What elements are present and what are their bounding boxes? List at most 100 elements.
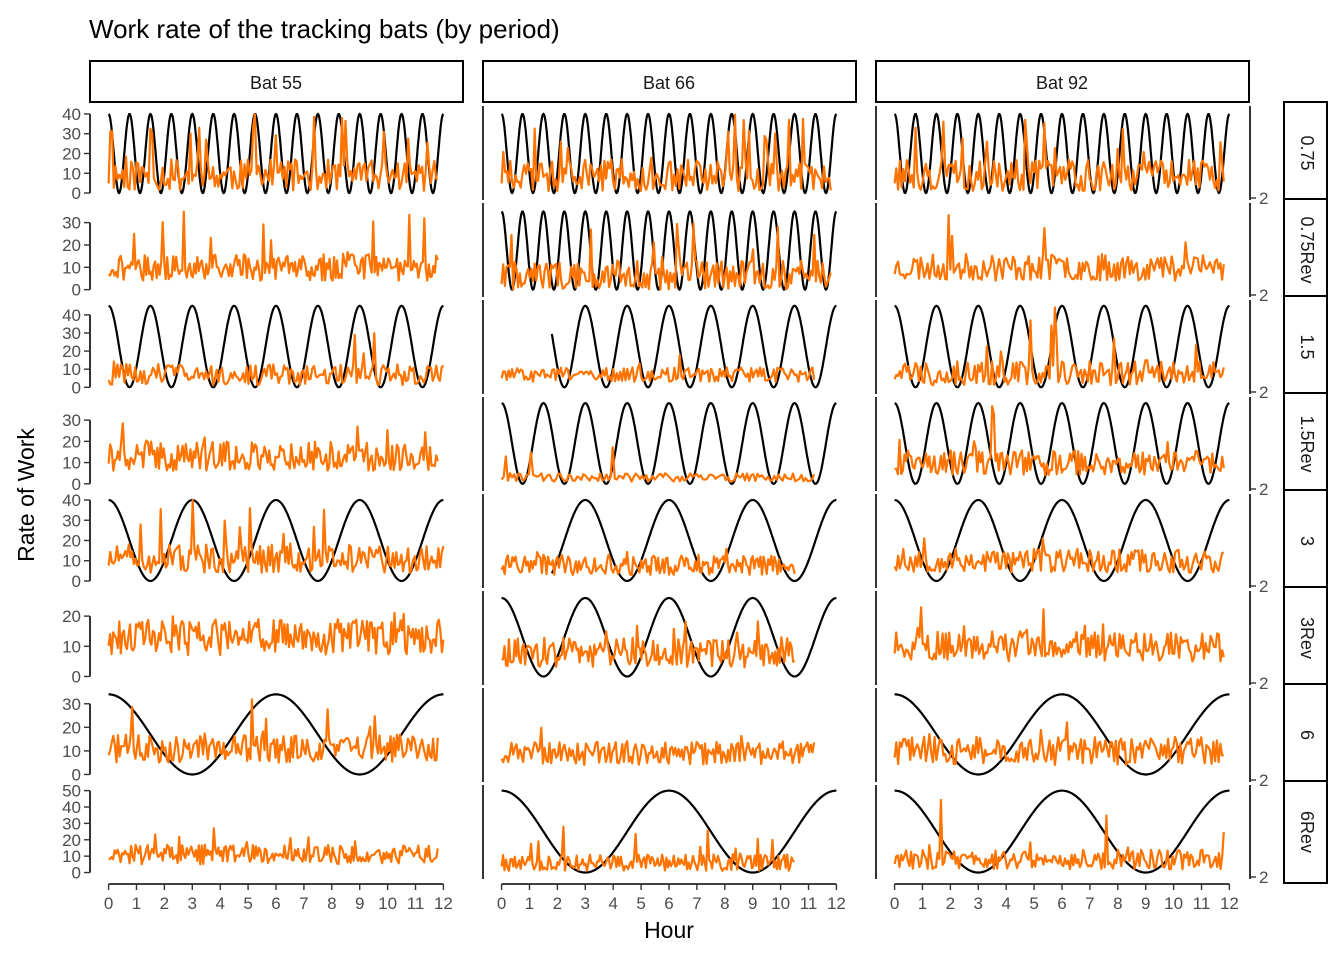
y-tick-label: 20 xyxy=(62,531,81,550)
facet-strip-label: Bat 92 xyxy=(1036,73,1088,93)
x-tick-label: 2 xyxy=(160,894,169,913)
y-tick-label: 10 xyxy=(62,454,81,473)
x-tick-label: 8 xyxy=(1113,894,1122,913)
x-tick-label: 3 xyxy=(581,894,590,913)
x-axis-title: Hour xyxy=(644,917,694,943)
x-tick-label: 1 xyxy=(132,894,141,913)
panel-1-2 xyxy=(482,106,838,200)
x-tick-label: 2 xyxy=(946,894,955,913)
x-tick-label: 7 xyxy=(1085,894,1094,913)
panel-7-3: 2 xyxy=(875,688,1268,790)
facet-strip-1 xyxy=(89,60,464,103)
row-strip-1 xyxy=(1283,101,1328,205)
x-tick-label: 11 xyxy=(1193,894,1211,913)
y-tick-label: 40 xyxy=(62,798,81,817)
panel-6-1: 0 10 20 xyxy=(62,607,445,686)
work-rate-line xyxy=(107,422,439,472)
panel-1-3: 2 xyxy=(875,106,1268,208)
row-strip-label: 0.75Rev xyxy=(1297,216,1317,283)
y-tick-label: 30 xyxy=(62,125,81,144)
right-axis-tick-label: 2 xyxy=(1259,674,1268,693)
row-strip-label: 6Rev xyxy=(1297,811,1317,853)
work-rate-line xyxy=(500,113,832,193)
panel-2-1: 0 10 20 30 xyxy=(62,210,439,300)
x-tick-label: 8 xyxy=(327,894,336,913)
y-tick-label: 20 xyxy=(62,432,81,451)
x-tick-label: 4 xyxy=(608,894,617,913)
reference-cosine-line xyxy=(894,789,1230,874)
x-tick-label: 9 xyxy=(355,894,364,913)
work-rate-line xyxy=(500,547,796,576)
chart-title: Work rate of the tracking bats (by perio… xyxy=(89,14,560,44)
right-axis-tick-label: 2 xyxy=(1259,189,1268,208)
y-tick-label: 0 xyxy=(72,184,81,203)
right-axis-tick-label: 2 xyxy=(1259,771,1268,790)
x-tick-label: 10 xyxy=(378,894,397,913)
panel-3-2 xyxy=(482,300,837,394)
panel-4-3: 2 xyxy=(875,397,1268,499)
x-tick-label: 12 xyxy=(1220,894,1239,913)
work-rate-line xyxy=(107,332,445,387)
y-tick-label: 30 xyxy=(62,324,81,343)
y-tick-label: 20 xyxy=(62,831,81,850)
panel-2-3: 2 xyxy=(875,203,1268,305)
facet-strip-label: Bat 55 xyxy=(250,73,302,93)
y-tick-label: 10 xyxy=(62,742,81,761)
y-tick-label: 10 xyxy=(62,847,81,866)
y-tick-label: 30 xyxy=(62,814,81,833)
work-rate-line xyxy=(893,798,1225,871)
panel-4-1: 0 10 20 30 xyxy=(62,411,439,494)
facet-strip-3 xyxy=(875,60,1250,103)
y-tick-label: 0 xyxy=(72,864,81,883)
y-tick-label: 20 xyxy=(62,342,81,361)
right-axis-tick-label: 2 xyxy=(1259,286,1268,305)
x-tick-label: 12 xyxy=(827,894,846,913)
row-strip-label: 6 xyxy=(1297,730,1317,740)
work-rate-line xyxy=(500,354,816,383)
work-rate-line xyxy=(107,210,439,282)
y-tick-label: 20 xyxy=(62,236,81,255)
panel-5-3: 2 xyxy=(875,494,1268,596)
work-rate-line xyxy=(893,306,1225,387)
x-tick-label: 10 xyxy=(1164,894,1183,913)
panel-7-1: 0 10 20 30 xyxy=(62,693,444,784)
work-rate-line xyxy=(893,606,1225,663)
y-tick-label: 10 xyxy=(62,164,81,183)
x-tick-label: 9 xyxy=(1141,894,1150,913)
facet-strip-2 xyxy=(482,60,857,103)
row-strip-5 xyxy=(1283,489,1328,593)
x-tick-label: 6 xyxy=(1057,894,1066,913)
reference-cosine-line xyxy=(501,401,837,485)
work-rate-line xyxy=(107,499,445,574)
panel-5-2 xyxy=(482,494,837,588)
panel-8-2: 0 1 2 3 4 5 6 7 8 9 10 11 12 xyxy=(482,785,846,913)
row-strip-label: 1.5 xyxy=(1297,334,1317,359)
work-rate-line xyxy=(107,611,445,657)
panel-7-2 xyxy=(482,688,816,782)
reference-cosine-line xyxy=(894,304,1230,389)
work-rate-line xyxy=(500,825,795,872)
facet-strip-label: Bat 66 xyxy=(643,73,695,93)
work-rate-line xyxy=(500,222,832,291)
panel-8-3: 20 1 2 3 4 5 6 7 8 9 10 11 12 xyxy=(875,785,1268,913)
right-axis-tick-label: 2 xyxy=(1259,868,1268,887)
right-axis-tick-label: 2 xyxy=(1259,577,1268,596)
y-tick-label: 30 xyxy=(62,214,81,233)
y-tick-label: 0 xyxy=(72,667,81,686)
row-strip-7 xyxy=(1283,683,1328,787)
y-tick-label: 20 xyxy=(62,607,81,626)
x-tick-label: 7 xyxy=(299,894,308,913)
y-tick-label: 0 xyxy=(72,281,81,300)
reference-cosine-line xyxy=(501,596,837,678)
y-tick-label: 0 xyxy=(72,378,81,397)
right-axis-tick-label: 2 xyxy=(1259,480,1268,499)
y-tick-label: 40 xyxy=(62,306,81,325)
x-tick-label: 1 xyxy=(918,894,927,913)
y-tick-label: 10 xyxy=(62,360,81,379)
x-tick-label: 3 xyxy=(974,894,983,913)
y-tick-label: 10 xyxy=(62,552,81,571)
y-tick-label: 20 xyxy=(62,718,81,737)
